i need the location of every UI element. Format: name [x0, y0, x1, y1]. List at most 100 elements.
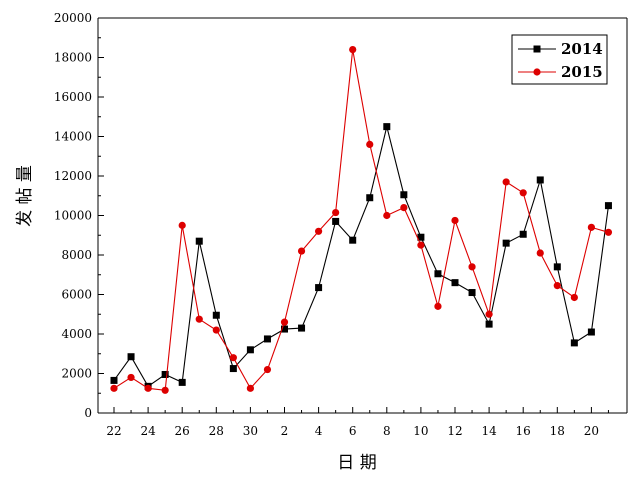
x-tick-label: 28: [209, 424, 224, 438]
data-point-circle: [417, 241, 425, 249]
data-point-circle: [587, 223, 596, 231]
data-point-circle: [229, 354, 237, 362]
y-tick-label: 2000: [61, 367, 92, 381]
data-point-circle: [110, 384, 118, 392]
data-point-square: [468, 289, 476, 297]
data-point-circle: [570, 293, 578, 302]
data-point-circle: [332, 208, 340, 217]
series-layer: [110, 46, 613, 394]
data-point-circle: [434, 302, 442, 310]
x-tick-label: 26: [175, 424, 190, 438]
y-tick-label: 8000: [61, 248, 92, 262]
data-point-circle: [349, 46, 357, 54]
data-point-circle: [383, 211, 391, 220]
data-point-square: [332, 217, 340, 225]
data-point-square: [553, 263, 561, 271]
x-tick-label: 18: [550, 424, 565, 438]
data-point-square: [161, 370, 169, 378]
data-point-square: [587, 328, 595, 336]
data-point-circle: [212, 326, 220, 334]
y-tick-label: 14000: [54, 130, 92, 144]
data-point-square: [502, 239, 510, 247]
x-tick-label: 24: [140, 424, 156, 438]
x-tick-label: 22: [106, 424, 121, 438]
data-point-square: [263, 335, 271, 343]
legend-marker-square: [533, 45, 541, 53]
data-point-circle: [400, 204, 408, 212]
x-tick-label: 10: [413, 424, 428, 438]
x-tick-label: 20: [584, 424, 599, 438]
y-tick-label: 12000: [54, 169, 92, 183]
data-point-square: [366, 194, 374, 202]
data-point-circle: [178, 221, 186, 229]
data-point-circle: [280, 318, 289, 326]
data-point-square: [212, 311, 220, 319]
data-point-square: [315, 284, 323, 292]
data-point-square: [281, 325, 288, 333]
data-point-square: [519, 230, 527, 238]
data-point-circle: [366, 140, 374, 148]
data-point-circle: [195, 315, 203, 323]
data-point-square: [246, 346, 254, 354]
x-tick-label: 30: [243, 424, 258, 438]
data-point-square: [195, 237, 203, 245]
data-point-circle: [246, 384, 254, 392]
data-point-circle: [263, 365, 272, 374]
x-tick-label: 2: [281, 424, 289, 438]
y-tick-label: 16000: [54, 90, 92, 104]
data-point-square: [570, 339, 578, 347]
x-tick-label: 14: [481, 424, 497, 438]
legend-label: 2015: [561, 63, 603, 81]
y-tick-label: 18000: [54, 51, 92, 65]
data-point-circle: [315, 227, 323, 235]
data-point-square: [110, 376, 118, 384]
data-point-square: [417, 233, 425, 241]
data-point-circle: [297, 247, 306, 255]
data-point-circle: [553, 282, 561, 290]
axes: 0 2000 4000 6000 8000 10000 12000 14000 16000 180…: [54, 11, 628, 438]
y-axis-title: 发 帖 量: [15, 165, 35, 227]
data-point-circle: [502, 178, 510, 186]
legend-item: 2015: [518, 63, 603, 81]
data-point-circle: [468, 263, 476, 271]
data-point-square: [229, 365, 237, 373]
y-tick-label: 20000: [54, 11, 92, 25]
data-point-circle: [485, 310, 493, 318]
legend: 2014 2015: [511, 34, 608, 85]
data-point-circle: [161, 386, 169, 394]
data-point-square: [400, 191, 408, 199]
data-point-circle: [144, 384, 152, 392]
x-axis-title: 日 期: [337, 453, 376, 473]
legend-marker-circle: [533, 68, 541, 76]
x-tick-label: 12: [447, 424, 462, 438]
legend-item: 2014: [518, 40, 603, 58]
y-tick-label: 10000: [54, 209, 92, 223]
data-point-square: [451, 279, 459, 287]
data-point-circle: [451, 216, 459, 225]
data-point-circle: [127, 373, 135, 382]
data-point-circle: [604, 228, 613, 236]
y-tick-label: 4000: [61, 327, 92, 341]
data-point-circle: [536, 249, 544, 257]
data-point-square: [434, 270, 442, 278]
data-point-square: [604, 202, 612, 210]
series-2014: [110, 123, 612, 390]
data-point-square: [536, 176, 544, 184]
series-line: [113, 49, 609, 391]
y-tick-label: 0: [84, 406, 92, 420]
legend-label: 2014: [561, 40, 603, 58]
data-point-square: [178, 378, 186, 386]
data-point-square: [298, 324, 306, 332]
legend-box: [511, 34, 608, 85]
data-point-circle: [519, 189, 527, 197]
x-tick-label: 6: [349, 424, 357, 438]
series-2015: [110, 46, 613, 394]
x-tick-label: 16: [516, 424, 531, 438]
data-point-square: [349, 236, 357, 244]
data-point-square: [127, 353, 135, 361]
x-tick-label: 8: [383, 424, 391, 438]
series-line: [113, 126, 610, 388]
x-tick-label: 4: [315, 424, 323, 438]
y-tick-label: 6000: [61, 288, 92, 302]
